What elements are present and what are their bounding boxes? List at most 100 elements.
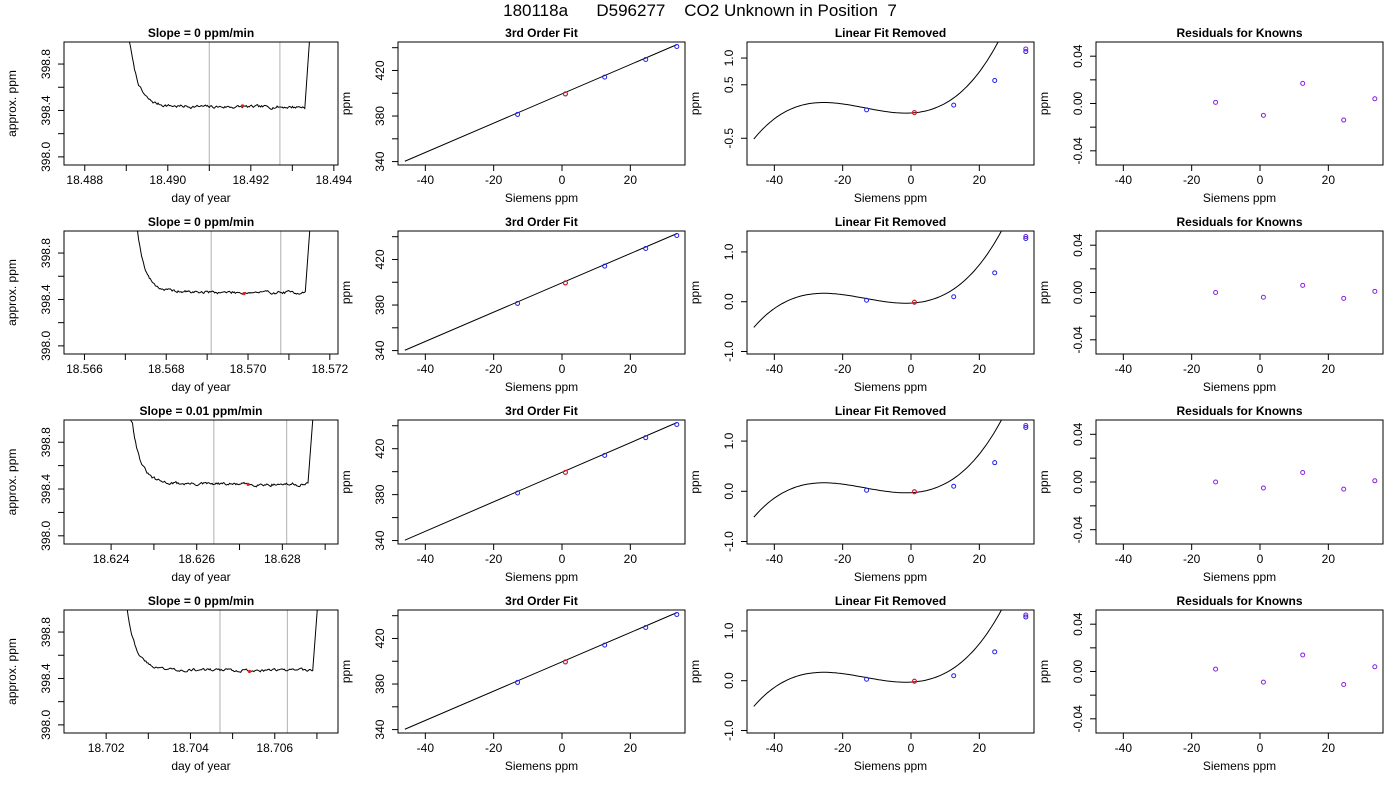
unknown-point — [911, 299, 917, 305]
unknown-point — [562, 91, 568, 97]
residual-point — [1372, 96, 1378, 102]
y-tick-label: -0.04 — [1071, 705, 1085, 733]
residual-point — [1300, 282, 1306, 288]
residual-point — [1341, 117, 1347, 123]
y-tick-label: 398.4 — [39, 284, 53, 314]
x-axis-label: Siemens ppm — [505, 191, 578, 205]
fit-curve — [753, 610, 1002, 707]
y-axis-label: ppm — [339, 470, 353, 493]
y-tick-label: 398.0 — [39, 710, 53, 740]
plot-frame — [1095, 609, 1384, 734]
residual-point — [1372, 664, 1378, 670]
y-tick-label: 0.04 — [1071, 44, 1085, 68]
known-point — [674, 421, 680, 427]
y-tick-label: 398.4 — [39, 95, 53, 125]
plot-area — [404, 611, 680, 730]
x-tick-label: -20 — [834, 173, 852, 187]
x-tick-label: -40 — [417, 552, 435, 566]
x-tick-label: 0 — [1257, 173, 1264, 187]
x-tick-label: 0 — [908, 173, 915, 187]
y-tick-label: 398.0 — [39, 520, 53, 550]
panel-3-1: 3rd Order Fit Siemens ppm ppm -40 -20 0 20 340 3… — [339, 594, 686, 773]
x-tick-label: -40 — [1115, 552, 1133, 566]
y-tick-label: 0.00 — [1071, 91, 1085, 115]
x-axis-label: Siemens ppm — [1203, 759, 1276, 773]
panel-title: 3rd Order Fit — [505, 26, 578, 40]
y-tick-label: 1.0 — [722, 243, 736, 260]
y-axis-label: approx. ppm — [5, 638, 19, 705]
panel-title: Linear Fit Removed — [835, 404, 946, 418]
y-tick-label: 398.4 — [39, 474, 53, 504]
x-tick-label: 18.492 — [232, 173, 269, 187]
x-tick-label: 20 — [1322, 741, 1336, 755]
fit-curve — [753, 231, 1002, 328]
y-axis-label: ppm — [1037, 660, 1051, 683]
panel-title: 3rd Order Fit — [505, 215, 578, 229]
plot-frame — [397, 41, 686, 166]
panel-title: Linear Fit Removed — [835, 215, 946, 229]
panel-title: Linear Fit Removed — [835, 594, 946, 608]
x-axis-label: Siemens ppm — [854, 380, 927, 394]
y-tick-label: 0.0 — [722, 293, 736, 310]
plot-area — [128, 42, 310, 165]
y-tick-label: 0.00 — [1071, 280, 1085, 304]
y-tick-label: 340 — [373, 719, 387, 739]
unknown-point — [911, 110, 917, 116]
plot-frame — [397, 609, 686, 734]
y-tick-label: 380 — [373, 295, 387, 315]
unknown-point — [911, 489, 917, 495]
x-tick-label: -40 — [766, 173, 784, 187]
x-tick-label: 0 — [1257, 362, 1264, 376]
x-tick-label: 20 — [973, 173, 987, 187]
trace-line — [129, 420, 314, 488]
x-tick-label: -20 — [1183, 552, 1201, 566]
x-tick-label: 18.706 — [256, 741, 293, 755]
x-tick-label: 20 — [624, 741, 638, 755]
plot-frame — [397, 419, 686, 545]
highlight-point — [246, 482, 250, 486]
y-tick-label: 0.5 — [722, 76, 736, 93]
panel-2-3: Residuals for Knowns Siemens ppm ppm -40 -20… — [1037, 404, 1384, 584]
x-axis-label: Siemens ppm — [505, 759, 578, 773]
panel-title: Linear Fit Removed — [835, 26, 946, 40]
plot-area — [753, 42, 1029, 140]
x-tick-label: 0 — [559, 362, 566, 376]
x-tick-label: 0 — [908, 741, 915, 755]
x-axis-label: Siemens ppm — [1203, 380, 1276, 394]
known-point — [515, 490, 521, 496]
x-tick-label: 0 — [1257, 552, 1264, 566]
x-tick-label: -40 — [417, 741, 435, 755]
y-tick-label: 380 — [373, 106, 387, 126]
residual-point — [1372, 478, 1378, 484]
x-tick-label: -20 — [485, 552, 503, 566]
known-point — [643, 246, 649, 252]
known-point — [602, 263, 608, 269]
fit-line — [404, 233, 677, 351]
panel-0-0: Slope = 0 ppm/min day of year approx. ppm 1… — [5, 26, 353, 205]
y-tick-label: 420 — [373, 60, 387, 80]
fit-line — [404, 612, 677, 730]
x-tick-label: -20 — [485, 173, 503, 187]
highlight-point — [242, 292, 246, 296]
x-tick-label: 18.488 — [66, 173, 103, 187]
panel-0-2: Linear Fit Removed Siemens ppm ppm -40 -20 0 2… — [688, 26, 1035, 205]
plot-area — [753, 420, 1029, 518]
y-tick-label: 340 — [373, 151, 387, 171]
panel-0-1: 3rd Order Fit Siemens ppm ppm -40 -20 0 20 340 3… — [339, 26, 686, 205]
y-tick-label: 0.0 — [722, 672, 736, 689]
x-tick-label: -40 — [766, 741, 784, 755]
residual-point — [1260, 112, 1266, 118]
x-tick-label: 0 — [908, 552, 915, 566]
y-tick-label: 398.8 — [39, 49, 53, 79]
x-tick-label: -20 — [834, 741, 852, 755]
x-axis-label: Siemens ppm — [854, 759, 927, 773]
plot-frame — [397, 230, 686, 355]
x-tick-label: 18.624 — [93, 552, 130, 566]
panel-3-3: Residuals for Knowns Siemens ppm ppm -40 -20… — [1037, 594, 1384, 773]
panel-2-1: 3rd Order Fit Siemens ppm ppm -40 -20 0 20 340 3… — [339, 404, 686, 584]
x-axis-label: Siemens ppm — [854, 570, 927, 584]
y-tick-label: 420 — [373, 249, 387, 269]
x-axis-label: Siemens ppm — [1203, 570, 1276, 584]
y-tick-label: 0.00 — [1071, 659, 1085, 683]
